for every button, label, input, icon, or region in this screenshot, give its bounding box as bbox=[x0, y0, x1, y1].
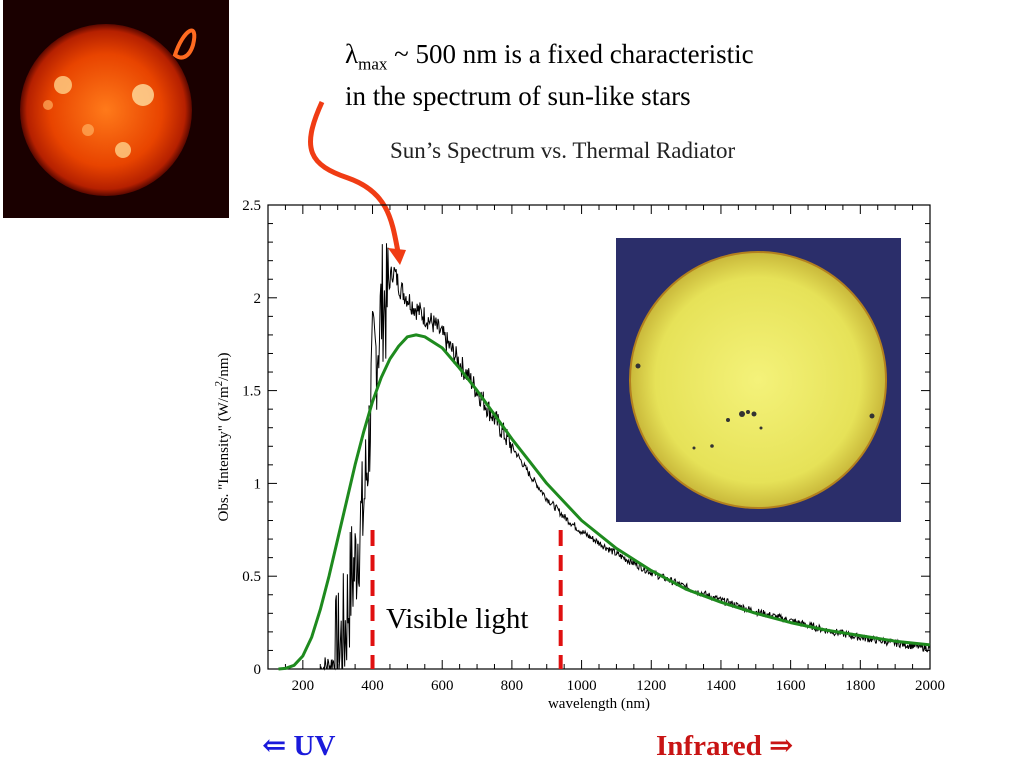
visible-light-label: Visible light bbox=[384, 603, 531, 636]
series-thermal-line bbox=[278, 333, 931, 671]
x-tick-label: 600 bbox=[431, 678, 454, 694]
y-tick-label: 2.5 bbox=[242, 198, 261, 214]
headline-annotation: λmax ~ 500 nm is a fixed characteristic … bbox=[345, 38, 754, 113]
lambda-max-arrowhead bbox=[388, 248, 406, 265]
series-layer bbox=[278, 243, 931, 671]
x-tick-label: 800 bbox=[501, 678, 524, 694]
y-tick-label: 2 bbox=[254, 291, 262, 307]
sun-photo-visible-icon bbox=[616, 238, 901, 522]
x-tick-label: 1000 bbox=[567, 678, 597, 694]
lambda-subscript: max bbox=[358, 54, 388, 74]
lambda-symbol: λ bbox=[345, 39, 359, 69]
sun-photo-uv-icon bbox=[3, 0, 229, 218]
x-tick-label: 1600 bbox=[776, 678, 806, 694]
x-tick-label: 1800 bbox=[845, 678, 875, 694]
uv-label: ⇐ UV bbox=[262, 730, 336, 762]
x-axis-label: wavelength (nm) bbox=[548, 696, 650, 712]
chart-title: Sun’s Spectrum vs. Thermal Radiator bbox=[390, 138, 736, 163]
headline-line-1-rest: ~ 500 nm is a fixed characteristic bbox=[387, 39, 754, 69]
visible-bounds-layer bbox=[370, 530, 563, 669]
x-tick-label: 200 bbox=[292, 678, 315, 694]
headline-line-2: in the spectrum of sun-like stars bbox=[345, 81, 691, 112]
y-axis-label-suffix: /nm) bbox=[216, 353, 232, 381]
y-axis-ticks: 0 0.5 1 1.5 2 2.5 bbox=[242, 198, 930, 678]
y-tick-label: 1 bbox=[254, 476, 262, 492]
y-axis-label-sup: 2 bbox=[213, 381, 225, 387]
y-axis-label: Obs. "Intensity" (W/m2/nm) bbox=[213, 353, 232, 522]
lambda-max-arrow bbox=[308, 100, 401, 253]
infrared-label: Infrared ⇒ bbox=[656, 730, 794, 762]
headline-line-1: λmax ~ 500 nm is a fixed characteristic bbox=[345, 38, 754, 80]
x-tick-label: 1400 bbox=[706, 678, 736, 694]
x-tick-label: 1200 bbox=[636, 678, 666, 694]
x-tick-label: 2000 bbox=[915, 678, 945, 694]
y-tick-label: 1.5 bbox=[242, 384, 261, 400]
y-axis-label-prefix: Obs. "Intensity" (W/m bbox=[216, 386, 232, 521]
x-axis-ticks: 200 400 600 800 1000 1200 1400 1600 1800 2000 bbox=[267, 205, 945, 694]
y-tick-label: 0 bbox=[254, 662, 262, 678]
x-tick-label: 400 bbox=[361, 678, 384, 694]
y-tick-label: 0.5 bbox=[242, 569, 261, 585]
